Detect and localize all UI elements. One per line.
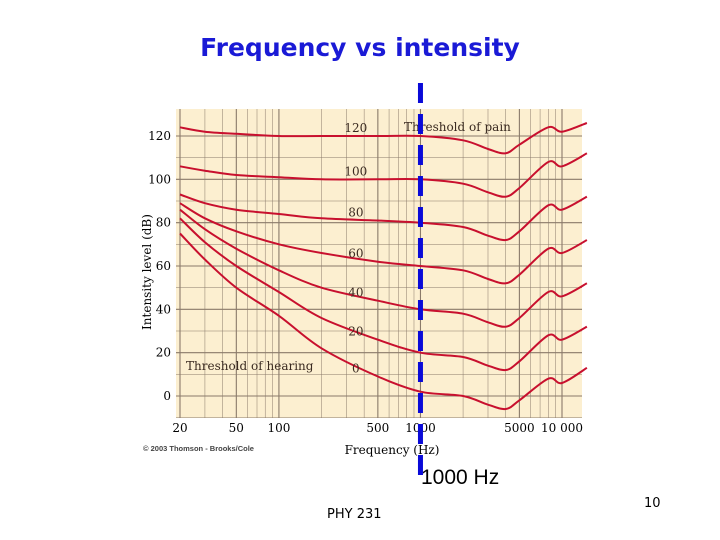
curve-labels: 0 20 40 60 80 100 120 (344, 121, 367, 376)
curves (179, 122, 588, 411)
slide-title: Frequency vs intensity (200, 33, 520, 62)
curve-80-phon (179, 193, 588, 242)
threshold-of-hearing-label: Threshold of hearing (186, 359, 314, 373)
x-axis-label: Frequency (Hz) (345, 443, 440, 457)
curve-label-0: 0 (352, 362, 360, 376)
curve-label-80: 80 (348, 206, 363, 220)
y-tick-label: 100 (148, 172, 171, 186)
y-tick-label: 40 (156, 302, 171, 316)
x-ticks: 20501005001000500010 000 (172, 421, 583, 435)
threshold-of-pain-label: Threshold of pain (404, 120, 511, 134)
footer-course: PHY 231 (327, 507, 382, 522)
x-tick-label: 50 (229, 421, 244, 435)
curve-60-phon (179, 202, 588, 285)
curve-20-phon (179, 217, 588, 372)
credit-text: © 2003 Thomson - Brooks/Cole (143, 444, 254, 453)
curve-label-20: 20 (348, 325, 363, 339)
y-tick-label: 20 (156, 346, 171, 360)
curve-100-phon (179, 152, 588, 198)
y-tick-label: 0 (163, 389, 171, 403)
curve-label-100: 100 (344, 164, 367, 178)
y-ticks: 0 20 40 60 80 100 120 (148, 129, 171, 403)
curve-120-phon (179, 122, 588, 155)
x-tick-label: 100 (267, 421, 290, 435)
curve-label-120: 120 (344, 121, 367, 135)
x-tick-label: 20 (172, 421, 187, 435)
y-axis-label: Intensity level (dB) (140, 214, 154, 330)
x-tick-label: 500 (366, 421, 389, 435)
annotation-1000hz: 1000 Hz (421, 466, 500, 489)
curve-label-40: 40 (348, 286, 363, 300)
curve-0-phon (179, 232, 588, 411)
x-tick-label: 5000 (504, 421, 535, 435)
page-number: 10 (644, 496, 661, 511)
x-tick-label: 10 000 (541, 421, 583, 435)
curve-label-60: 60 (348, 247, 363, 261)
curve-40-phon (179, 208, 588, 328)
y-tick-label: 80 (156, 216, 171, 230)
y-tick-label: 60 (156, 259, 171, 273)
y-tick-label: 120 (148, 129, 171, 143)
